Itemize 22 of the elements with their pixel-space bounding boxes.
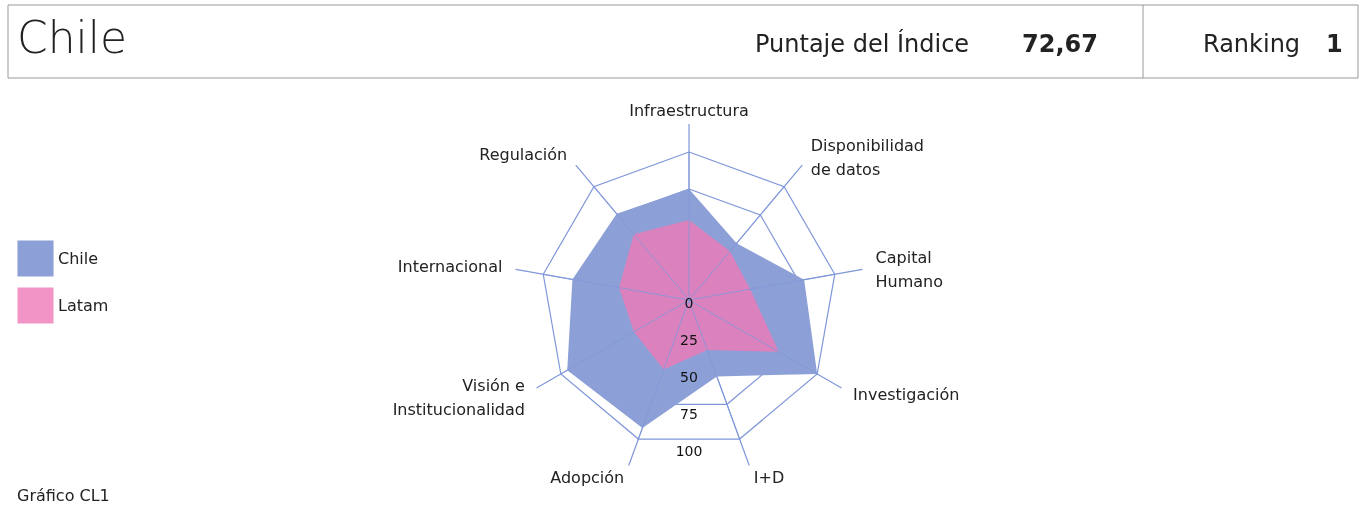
- spoke-label: Capital Humano: [875, 248, 944, 292]
- legend-label: Latam: [58, 295, 109, 315]
- y-tick-label: 0: [684, 295, 694, 312]
- legend-label: Chile: [58, 248, 99, 268]
- y-tick-label: 50: [680, 369, 698, 386]
- y-tick-label: 75: [680, 406, 698, 423]
- spoke-label: Regulación: [479, 144, 568, 164]
- spoke-label: Infraestructura: [629, 100, 749, 120]
- spoke-label: Disponibilidad de datos: [810, 136, 925, 179]
- spoke-label: Internacional: [397, 257, 503, 277]
- text: Gráfico CL1: [17, 486, 110, 505]
- spoke-label: Investigación: [853, 384, 960, 404]
- spoke-label: Visión e Institucionalidad: [392, 375, 525, 419]
- text: 1: [1326, 30, 1343, 58]
- text: Ranking: [1203, 30, 1301, 58]
- spoke-label: I+D: [753, 468, 785, 488]
- y-tick-label: 100: [675, 443, 703, 460]
- text: 72,67: [1022, 30, 1098, 58]
- chart-title: Chile: [17, 12, 128, 63]
- y-tick-label: 25: [680, 332, 698, 349]
- spoke-label: Adopción: [550, 468, 625, 488]
- text: Puntaje del Índice: [755, 29, 970, 58]
